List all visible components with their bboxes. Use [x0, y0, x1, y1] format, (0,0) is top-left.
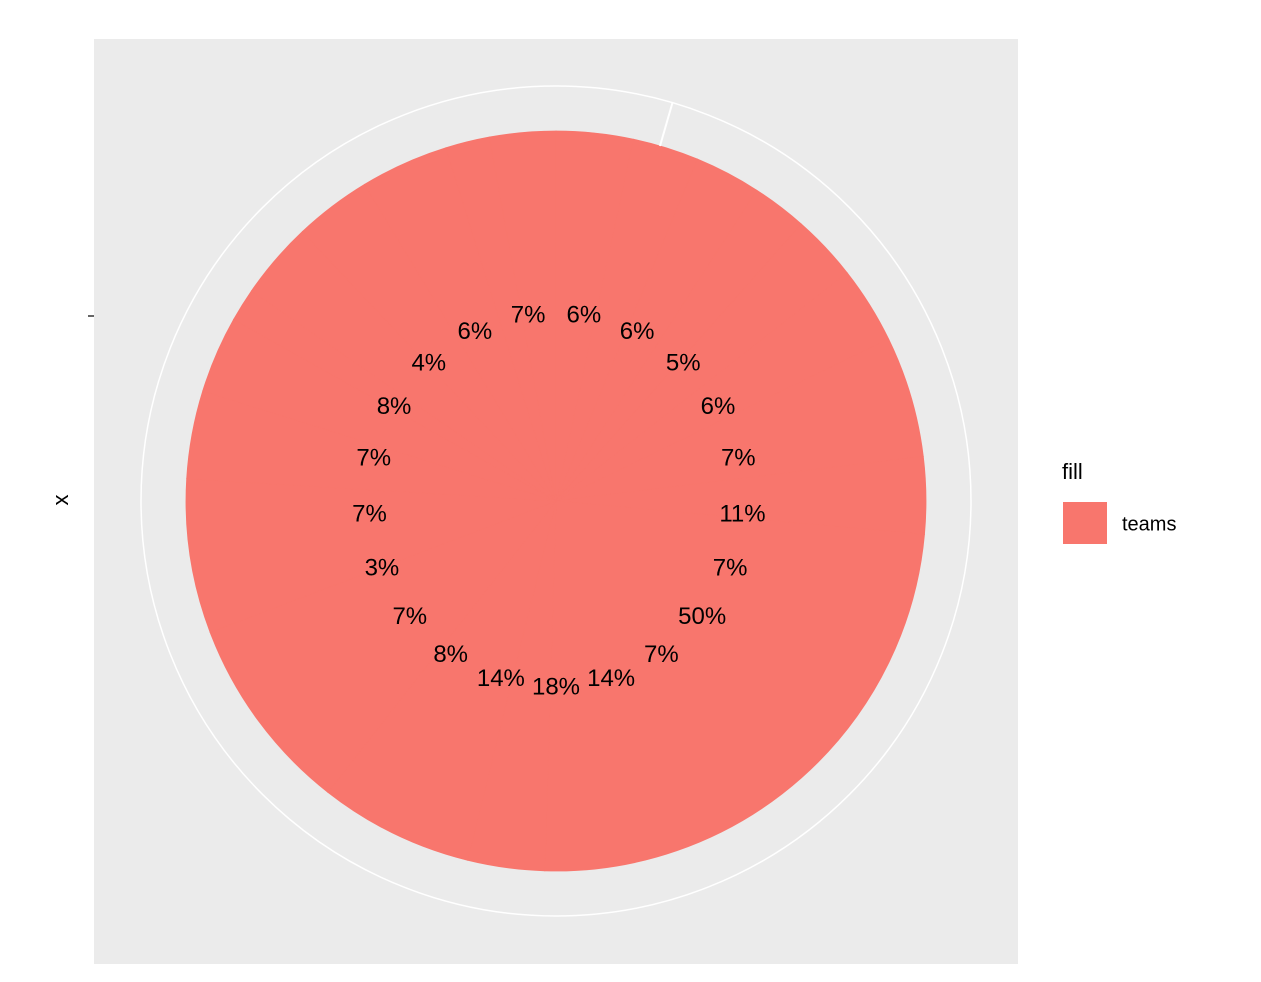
data-label: 7% [356, 445, 391, 472]
data-label: 7% [352, 500, 387, 527]
data-label: 6% [567, 301, 602, 328]
data-label: 6% [620, 318, 655, 345]
pie-slice [544, 500, 925, 872]
data-labels: 7% 6%6%5%6%7%11%7%50%7%14%18%14%8%7%3%7%7… [352, 301, 765, 700]
data-label: 8% [377, 393, 412, 420]
pie-slice [327, 500, 557, 861]
y-axis-label: x [48, 495, 73, 506]
data-label: 7% [511, 301, 546, 328]
theta-grid-line [659, 102, 674, 147]
legend-label: teams [1122, 513, 1176, 535]
data-label: 8% [433, 641, 468, 668]
data-label: 11% [719, 500, 765, 527]
data-label: 7% [644, 641, 679, 668]
grid-circle [140, 85, 972, 917]
data-label: 4% [411, 349, 446, 376]
data-label: 7% [713, 555, 748, 582]
data-label: 7% [392, 603, 427, 630]
data-label: 7% [721, 445, 756, 472]
pie-slice [209, 500, 558, 793]
pie-slice [488, 130, 557, 502]
data-label: 3% [365, 555, 400, 582]
data-label: 14% [477, 665, 525, 692]
data-label: 14% [587, 665, 635, 692]
pie-slice [185, 478, 557, 633]
pie [185, 130, 927, 872]
data-label: 6% [458, 318, 493, 345]
legend-title: fill [1062, 459, 1083, 484]
data-label: 6% [701, 393, 736, 420]
data-label: 5% [666, 349, 701, 376]
data-label: 50% [678, 603, 726, 630]
data-label: 18% [532, 673, 580, 700]
legend-key [1063, 502, 1107, 544]
